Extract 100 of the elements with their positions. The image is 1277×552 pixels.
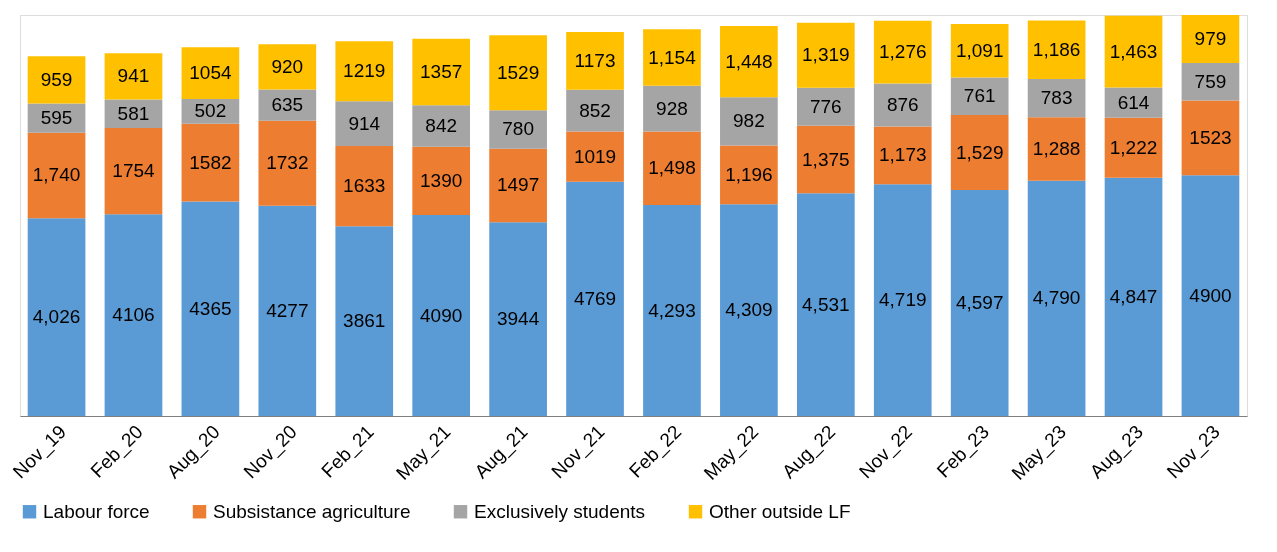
bar bbox=[104, 128, 163, 215]
bar bbox=[796, 22, 855, 88]
bar bbox=[489, 222, 547, 416]
legend-label: Labour force bbox=[43, 500, 150, 522]
data-label: 1,448 bbox=[725, 50, 773, 72]
bar bbox=[181, 123, 240, 202]
bar bbox=[873, 83, 932, 127]
bar bbox=[796, 125, 855, 194]
data-label: 4,790 bbox=[1032, 287, 1081, 309]
bar bbox=[412, 105, 471, 147]
bar bbox=[104, 214, 163, 416]
bar bbox=[489, 148, 547, 223]
bar bbox=[566, 181, 624, 416]
bar bbox=[489, 110, 547, 149]
bar bbox=[643, 85, 701, 132]
legend-label: Other outside LF bbox=[709, 500, 851, 522]
bar bbox=[566, 89, 624, 132]
legend-label: Subsistance agriculture bbox=[213, 500, 411, 522]
bar bbox=[873, 20, 932, 84]
data-label: 914 bbox=[348, 112, 381, 134]
data-label: 780 bbox=[502, 118, 534, 140]
data-label: 4,293 bbox=[648, 299, 696, 321]
data-label: 1582 bbox=[189, 151, 232, 173]
bar bbox=[1181, 100, 1240, 176]
data-label: 761 bbox=[963, 85, 996, 107]
bar bbox=[950, 23, 1009, 78]
data-label: 759 bbox=[1194, 70, 1227, 92]
data-label: 4,847 bbox=[1109, 285, 1158, 307]
data-label: 1357 bbox=[420, 61, 463, 83]
data-label: 1,288 bbox=[1032, 137, 1081, 159]
data-label: 982 bbox=[733, 110, 765, 132]
data-label: 1732 bbox=[266, 152, 309, 174]
bar bbox=[258, 205, 317, 416]
bar bbox=[1181, 15, 1240, 64]
data-label: 4,597 bbox=[955, 292, 1004, 314]
data-label: 1,173 bbox=[878, 144, 927, 166]
data-label: 4365 bbox=[189, 297, 232, 319]
data-label: 1633 bbox=[343, 175, 386, 197]
data-label: 502 bbox=[194, 100, 227, 122]
data-label: 783 bbox=[1040, 87, 1073, 109]
bar bbox=[27, 218, 86, 416]
data-label: 635 bbox=[271, 94, 304, 116]
data-label: 1219 bbox=[343, 60, 386, 82]
data-label: 1390 bbox=[420, 169, 463, 191]
bar bbox=[720, 145, 778, 205]
data-label: 1497 bbox=[496, 174, 540, 196]
data-label: 4900 bbox=[1189, 284, 1232, 306]
data-label: 4,531 bbox=[802, 293, 850, 315]
bar bbox=[181, 47, 240, 100]
data-label: 941 bbox=[117, 65, 150, 87]
data-label: 876 bbox=[886, 93, 919, 115]
bar bbox=[1027, 117, 1086, 181]
bar bbox=[181, 201, 240, 416]
bar bbox=[335, 41, 394, 102]
data-label: 1,375 bbox=[802, 148, 850, 170]
bar bbox=[335, 146, 394, 227]
bar bbox=[489, 35, 547, 111]
data-label: 614 bbox=[1117, 91, 1150, 113]
data-label: 1754 bbox=[112, 160, 156, 182]
bar bbox=[643, 205, 701, 416]
data-label: 1523 bbox=[1189, 126, 1232, 148]
bar bbox=[104, 53, 163, 100]
data-label: 1529 bbox=[496, 61, 540, 83]
bar bbox=[335, 101, 394, 147]
data-label: 959 bbox=[40, 68, 73, 90]
bar bbox=[873, 126, 932, 185]
bar bbox=[258, 120, 317, 206]
data-label: 1,529 bbox=[955, 141, 1004, 163]
data-label: 4769 bbox=[573, 287, 617, 309]
data-label: 595 bbox=[40, 107, 73, 129]
data-label: 1,498 bbox=[648, 157, 696, 179]
bar bbox=[27, 132, 86, 219]
legend-label: Exclusively students bbox=[474, 500, 646, 522]
bar bbox=[873, 184, 932, 416]
bar bbox=[566, 131, 624, 182]
bar bbox=[950, 114, 1009, 191]
data-label: 1,740 bbox=[32, 164, 81, 186]
bar bbox=[1181, 175, 1240, 416]
bar bbox=[720, 26, 778, 98]
data-label: 1,319 bbox=[802, 44, 850, 66]
bar bbox=[566, 32, 624, 90]
bar bbox=[950, 190, 1009, 416]
data-label: 4090 bbox=[420, 304, 463, 326]
data-label: 1,463 bbox=[1109, 40, 1158, 62]
data-label: 4,309 bbox=[725, 299, 773, 321]
data-label: 979 bbox=[1194, 28, 1227, 50]
bar bbox=[335, 226, 394, 416]
data-label: 1019 bbox=[573, 145, 617, 167]
data-label: 1,222 bbox=[1109, 136, 1158, 158]
data-label: 3944 bbox=[496, 308, 540, 330]
bar bbox=[643, 29, 701, 86]
data-label: 920 bbox=[271, 55, 304, 77]
data-label: 1173 bbox=[574, 49, 616, 71]
bar bbox=[720, 204, 778, 416]
bar bbox=[720, 97, 778, 146]
data-label: 3861 bbox=[343, 310, 386, 332]
data-label: 1,091 bbox=[955, 39, 1004, 61]
bar bbox=[796, 87, 855, 126]
data-label: 1,154 bbox=[648, 46, 697, 68]
bar bbox=[1104, 15, 1163, 88]
